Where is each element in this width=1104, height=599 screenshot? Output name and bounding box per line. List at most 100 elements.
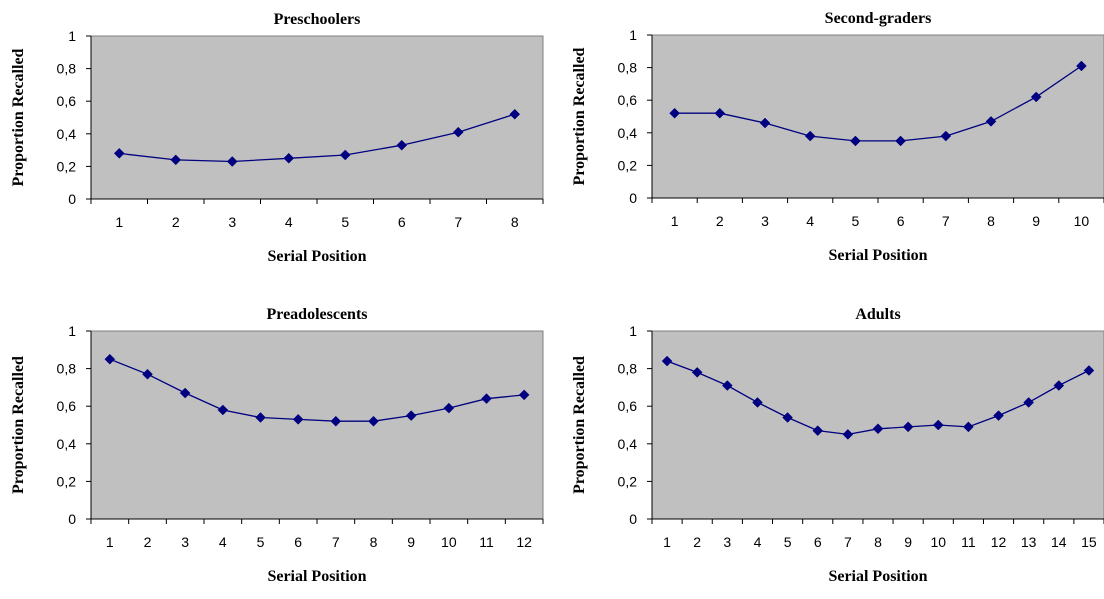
- x-tick-label: 8: [987, 213, 995, 229]
- data-point: [443, 402, 455, 414]
- x-tick-label: 1: [663, 534, 671, 550]
- data-point: [217, 404, 229, 416]
- chart-title: Preadolescents: [266, 306, 367, 323]
- chart-panel-1: 0 0,2 0,4 0,6 0,8 1 1 2 3 4 5 6 7 8 Preschoolers Serial…: [10, 11, 544, 265]
- x-tick-label: 6: [294, 534, 302, 550]
- data-point: [481, 393, 492, 405]
- x-tick-label: 13: [1021, 534, 1037, 550]
- x-tick-label: 1: [106, 534, 114, 550]
- x-tick-label: 2: [144, 534, 152, 550]
- data-point: [993, 410, 1004, 421]
- x-tick-label: 12: [516, 534, 532, 550]
- data-point: [985, 116, 997, 127]
- plot-area: [651, 34, 1104, 199]
- x-tick-label: 12: [991, 534, 1007, 550]
- chart-title: Preschoolers: [274, 11, 361, 28]
- y-tick-label: 0: [68, 191, 76, 207]
- x-axis-title: Serial Position: [267, 248, 366, 265]
- y-tick-label: 0,4: [618, 436, 638, 452]
- data-point: [721, 380, 733, 391]
- x-tick-label: 14: [1051, 534, 1067, 550]
- y-tick-label: 0,8: [618, 60, 638, 76]
- y-tick-label: 0,6: [57, 398, 77, 414]
- x-tick-label: 5: [784, 534, 792, 550]
- data-point: [872, 423, 884, 435]
- data-point: [850, 135, 861, 147]
- x-tick-label: 4: [285, 214, 293, 230]
- x-tick-label: 2: [172, 214, 180, 230]
- x-tick-label: 15: [1081, 534, 1097, 550]
- data-point: [842, 429, 854, 440]
- y-tick-label: 0,8: [57, 61, 77, 77]
- x-tick-label: 5: [257, 534, 265, 550]
- x-tick-label: 1: [671, 213, 679, 229]
- y-tick-label: 1: [629, 323, 637, 339]
- x-axis-title: Serial Position: [828, 247, 927, 264]
- data-point: [452, 126, 464, 138]
- x-axis-title: Serial Position: [828, 568, 927, 585]
- data-point: [142, 368, 153, 380]
- x-tick-label: 4: [754, 534, 762, 550]
- data-point: [339, 149, 351, 161]
- chart-title: Second-graders: [825, 10, 932, 27]
- y-axis-title: Proportion Recalled: [10, 48, 27, 186]
- x-tick-label: 5: [852, 213, 860, 229]
- data-point: [170, 154, 182, 166]
- y-tick-label: 0,6: [57, 93, 77, 109]
- x-tick-label: 4: [806, 213, 814, 229]
- data-point: [1053, 380, 1065, 391]
- data-point: [255, 412, 266, 423]
- x-tick-label: 10: [930, 534, 946, 550]
- data-point: [509, 108, 521, 120]
- chart-panel-3: 00,20,40,60,811 2 3 4 5 6 7 8 9 10 11 12Preadolesce…: [10, 306, 544, 585]
- x-tick-label: 3: [228, 214, 236, 230]
- x-tick-label: 7: [844, 534, 852, 550]
- y-tick-label: 1: [68, 28, 76, 44]
- x-tick-label: 8: [511, 214, 519, 230]
- x-tick-label: 2: [693, 534, 701, 550]
- y-axis-title: Proportion Recalled: [10, 356, 27, 494]
- y-tick-label: 0,6: [618, 92, 638, 108]
- plot-area: [90, 35, 544, 200]
- data-point: [804, 130, 816, 142]
- chart-title: Adults: [855, 306, 900, 323]
- x-tick-label: 6: [398, 214, 406, 230]
- series-line: [674, 65, 1082, 142]
- data-point: [940, 130, 952, 142]
- x-tick-label: 7: [942, 213, 950, 229]
- data-point: [661, 355, 673, 367]
- data-point: [669, 107, 680, 119]
- x-tick-label: 2: [716, 213, 724, 229]
- data-point: [226, 156, 238, 167]
- data-point: [1023, 397, 1035, 408]
- y-tick-label: 0,2: [57, 473, 77, 489]
- y-tick-label: 0,4: [618, 125, 638, 141]
- data-point: [714, 107, 726, 119]
- y-tick-label: 0,2: [618, 157, 638, 173]
- y-tick-label: 0,4: [57, 436, 77, 452]
- data-point: [1030, 91, 1042, 103]
- x-tick-label: 10: [1074, 213, 1090, 229]
- x-tick-label: 10: [441, 534, 457, 550]
- data-point: [330, 415, 342, 427]
- data-point: [405, 410, 417, 421]
- y-axis-title: Proportion Recalled: [571, 356, 588, 494]
- y-tick-label: 0,2: [618, 473, 638, 489]
- x-tick-label: 6: [814, 534, 822, 550]
- data-point: [518, 389, 530, 401]
- data-point: [1083, 365, 1095, 376]
- data-point: [932, 419, 944, 431]
- x-tick-label: 7: [332, 534, 340, 550]
- data-point: [759, 117, 771, 129]
- data-point: [292, 414, 304, 425]
- series-line: [119, 113, 515, 163]
- x-tick-label: 7: [454, 214, 462, 230]
- data-point: [396, 139, 408, 151]
- data-point: [782, 412, 793, 423]
- chart-panel-2: 0 0,2 0,4 0,6 0,8 1 1 2 3 4 5 6 7 8 9 10 Second-graders S…: [571, 10, 1104, 264]
- x-tick-label: 3: [761, 213, 769, 229]
- x-tick-label: 9: [407, 534, 415, 550]
- y-tick-label: 0,4: [57, 126, 77, 142]
- data-point: [895, 135, 906, 147]
